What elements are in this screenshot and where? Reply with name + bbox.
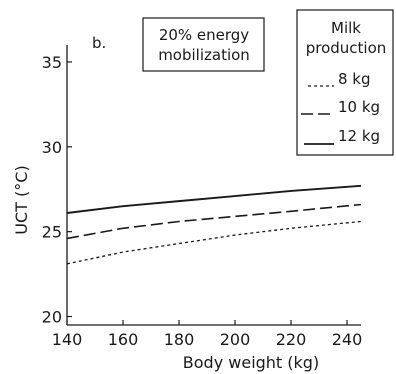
x-tick-label: 140: [52, 330, 83, 349]
y-tick-label: 25: [42, 223, 62, 242]
title-box-line-2: mobilization: [158, 46, 250, 64]
x-tick-label: 200: [220, 330, 251, 349]
y-tick-label: 20: [42, 308, 62, 327]
x-tick-label: 180: [164, 330, 195, 349]
x-axis-label: Body weight (kg): [183, 353, 319, 372]
legend-frame: [296, 9, 394, 156]
x-tick-label: 160: [108, 330, 139, 349]
x-tick-label: 220: [276, 330, 307, 349]
legend: Milk production 8 kg 10 kg 12 kg: [296, 9, 394, 156]
series-line-1: [66, 220, 362, 265]
legend-title-line-1: Milk: [331, 19, 361, 37]
y-axis-label: UCT (°C): [12, 165, 31, 234]
legend-entry-10kg: 10 kg: [338, 98, 380, 116]
legend-entry-12kg: 12 kg: [338, 127, 380, 145]
y-tick-label: 30: [42, 138, 62, 157]
title-box-line-1: 20% energy: [159, 26, 249, 44]
y-tick-label: 35: [42, 53, 62, 72]
series-line-3: [66, 184, 362, 214]
title-box-frame: [142, 17, 265, 72]
legend-title-line-2: production: [306, 39, 387, 57]
series-layer: [66, 184, 362, 265]
panel-label: b.: [92, 34, 106, 52]
x-tick-label: 240: [332, 330, 363, 349]
series-line-2: [66, 203, 362, 240]
legend-entry-8kg: 8 kg: [338, 70, 371, 88]
title-box: 20% energy mobilization: [142, 17, 265, 72]
axes: 140 160 180 200 220 240 20 25 30 35: [42, 45, 363, 349]
